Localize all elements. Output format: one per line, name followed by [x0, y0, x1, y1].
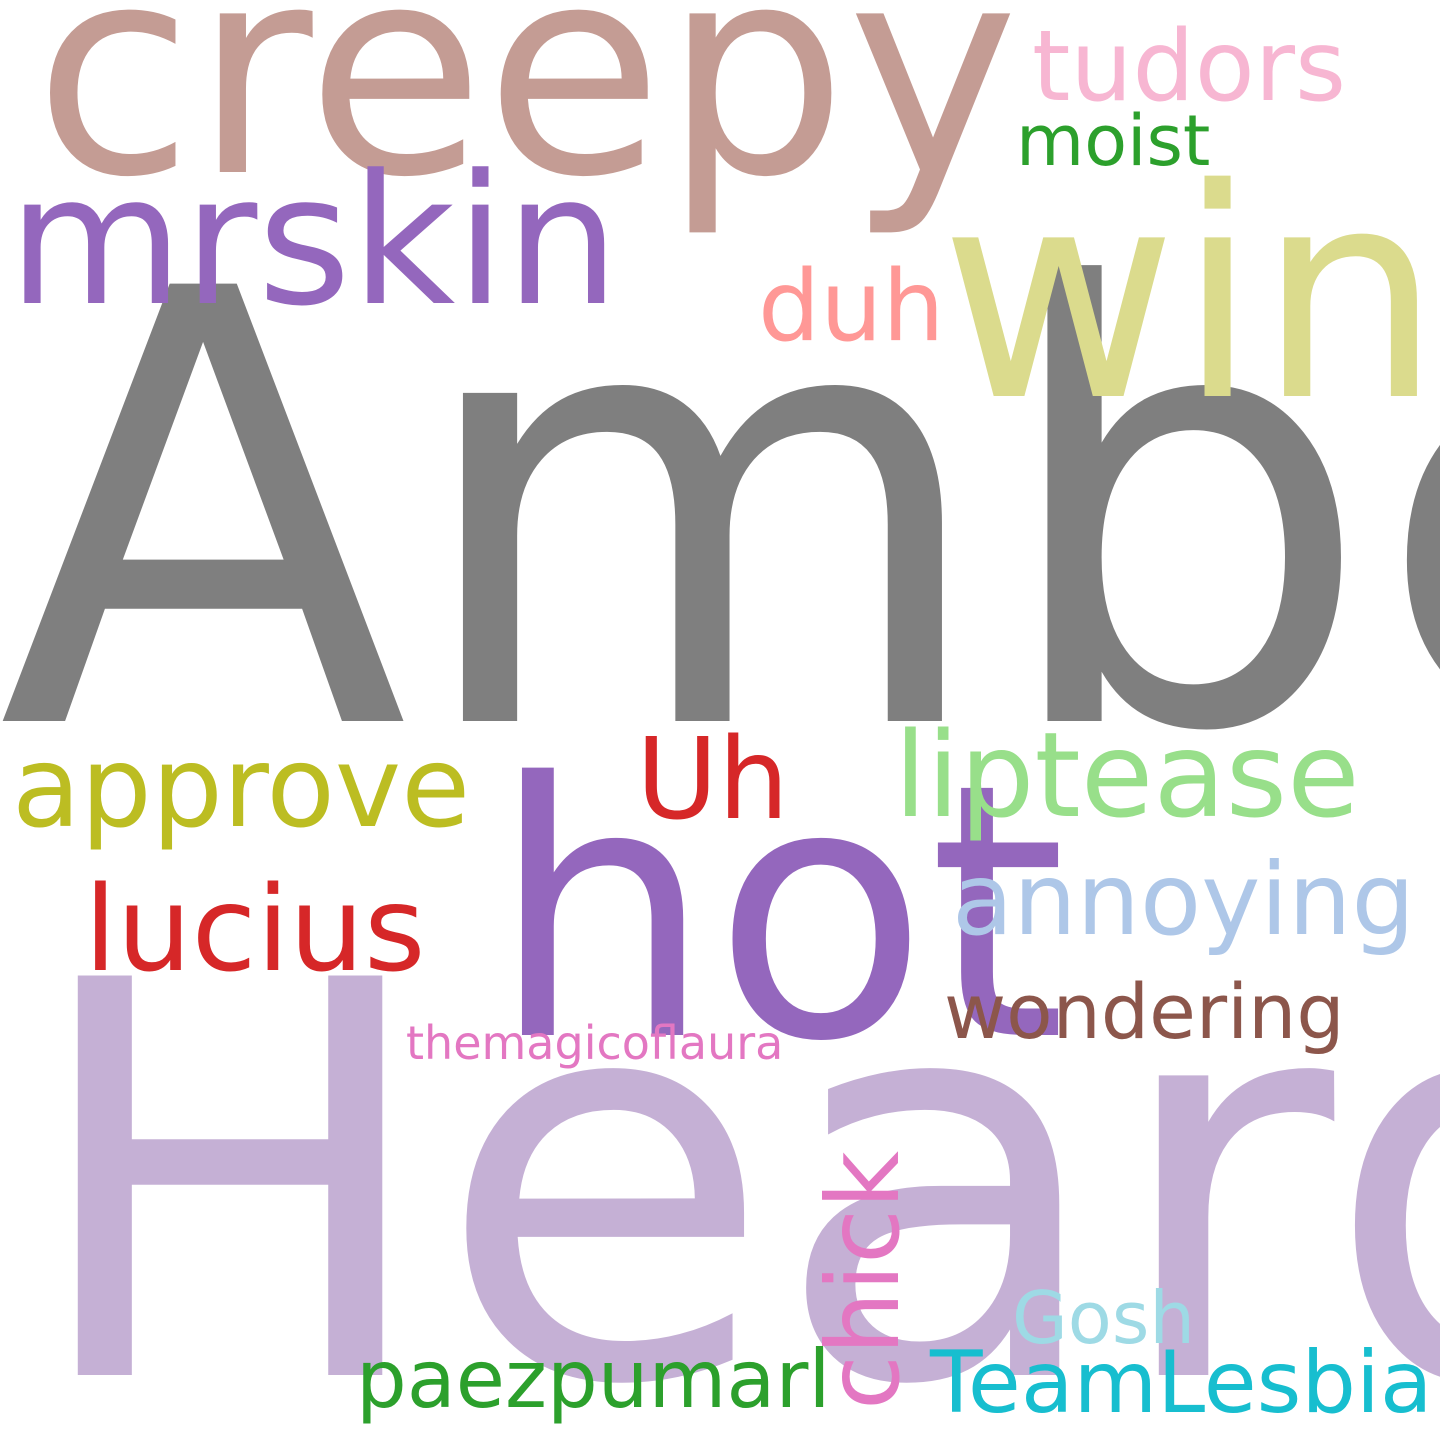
word-duh: duh — [758, 250, 945, 364]
word-mrskin: mrskin — [8, 137, 620, 346]
word-wondering: wondering — [944, 967, 1345, 1056]
word-creepy: creepy — [34, 0, 1019, 241]
word-annoying: annoying — [952, 841, 1416, 958]
word-moist: moist — [1016, 100, 1211, 182]
word-win: win — [940, 128, 1440, 465]
word-uh: Uh — [636, 715, 789, 845]
word-teamlesbian: TeamLesbian — [930, 1333, 1440, 1433]
word-approve: approve — [12, 723, 471, 853]
word-amber: Amber — [0, 164, 1440, 863]
word-liptease: liptease — [894, 706, 1360, 844]
word-lucius: lucius — [84, 860, 426, 998]
word-paezpumarl: paezpumarl — [356, 1333, 831, 1426]
word-themagicoflaura: themagicoflaura — [406, 1016, 784, 1070]
word-tudors: tudors — [1032, 10, 1347, 124]
word-hot: hot — [490, 709, 1067, 1119]
word-heard: Heard — [24, 867, 1440, 1440]
word-gosh: Gosh — [1012, 1276, 1195, 1360]
